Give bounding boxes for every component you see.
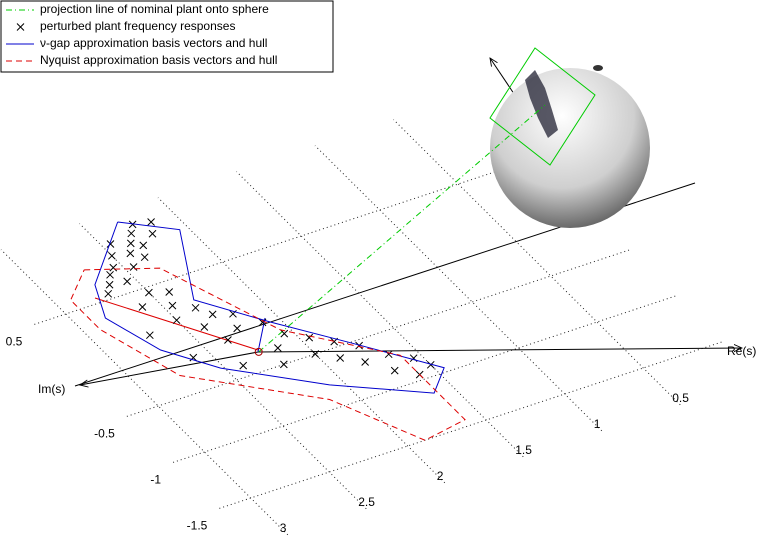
grid-line [80,224,367,509]
data-point [280,361,287,368]
y-tick-label: 0.5 [6,335,23,349]
grid-line [127,250,629,416]
data-point [130,264,137,271]
data-point [169,302,176,309]
x-tick-label: 2 [437,469,444,483]
data-point [166,289,173,296]
hull [71,268,465,440]
data-point [201,323,208,330]
basis-vector [95,298,258,350]
data-point [306,334,313,341]
grid-line [158,198,445,483]
data-point [128,230,135,237]
data-point [391,367,398,374]
legend-label: projection line of nominal plant onto sp… [40,2,269,16]
data-point [149,230,156,237]
data-point [124,278,131,285]
data-point [110,264,117,271]
data-point [146,332,153,339]
grid-line [173,296,675,462]
grid-line [219,342,721,508]
chart: 0.5 1 1.5 2 2.5 3 -1.5 -1 -0.5 0.5 Re(s) Im(s) pr… [0,0,778,544]
axis-arrow [80,352,258,385]
data-point [240,362,247,369]
x-tick-label: 0.5 [672,391,689,405]
data-point [127,240,134,247]
legend: projection line of nominal plant onto sp… [1,1,333,72]
y-axis-label: Im(s) [38,382,65,396]
y-tick-label: -1.5 [187,519,208,533]
x-tick-label: 1 [594,417,601,431]
data-point [192,304,199,311]
axis-arrow [258,348,742,352]
data-point [337,355,344,362]
y-tick-label: -0.5 [94,427,115,441]
data-point [362,359,369,366]
y-tick-label: -1 [150,473,161,487]
x-tick-label: 3 [280,521,287,535]
sphere-pole [593,65,603,71]
x-tick-label: 1.5 [515,443,532,457]
legend-label: perturbed plant frequency responses [40,19,235,33]
grid-line [237,172,524,457]
data-point [209,311,216,318]
legend-label: ν-gap approximation basis vectors and hu… [40,36,267,50]
x-axis-label: Re(s) [727,344,756,358]
data-point [139,304,146,311]
data-point [145,289,152,296]
plot-area [71,105,545,440]
data-point [148,218,155,225]
data-point [140,242,147,249]
legend-label: Nyquist approximation basis vectors and … [40,53,277,67]
sphere [490,68,650,228]
data-point [106,281,113,288]
data-point [234,325,241,332]
data-point [274,345,281,352]
data-point [385,351,392,358]
grid-line [34,158,536,324]
data-point [141,254,148,261]
x-tick-label: 2.5 [358,495,375,509]
data-point [108,252,115,259]
data-point [107,271,114,278]
data-point [105,290,112,297]
data-point [127,250,134,257]
projection-line [259,105,545,352]
data-point [173,317,180,324]
